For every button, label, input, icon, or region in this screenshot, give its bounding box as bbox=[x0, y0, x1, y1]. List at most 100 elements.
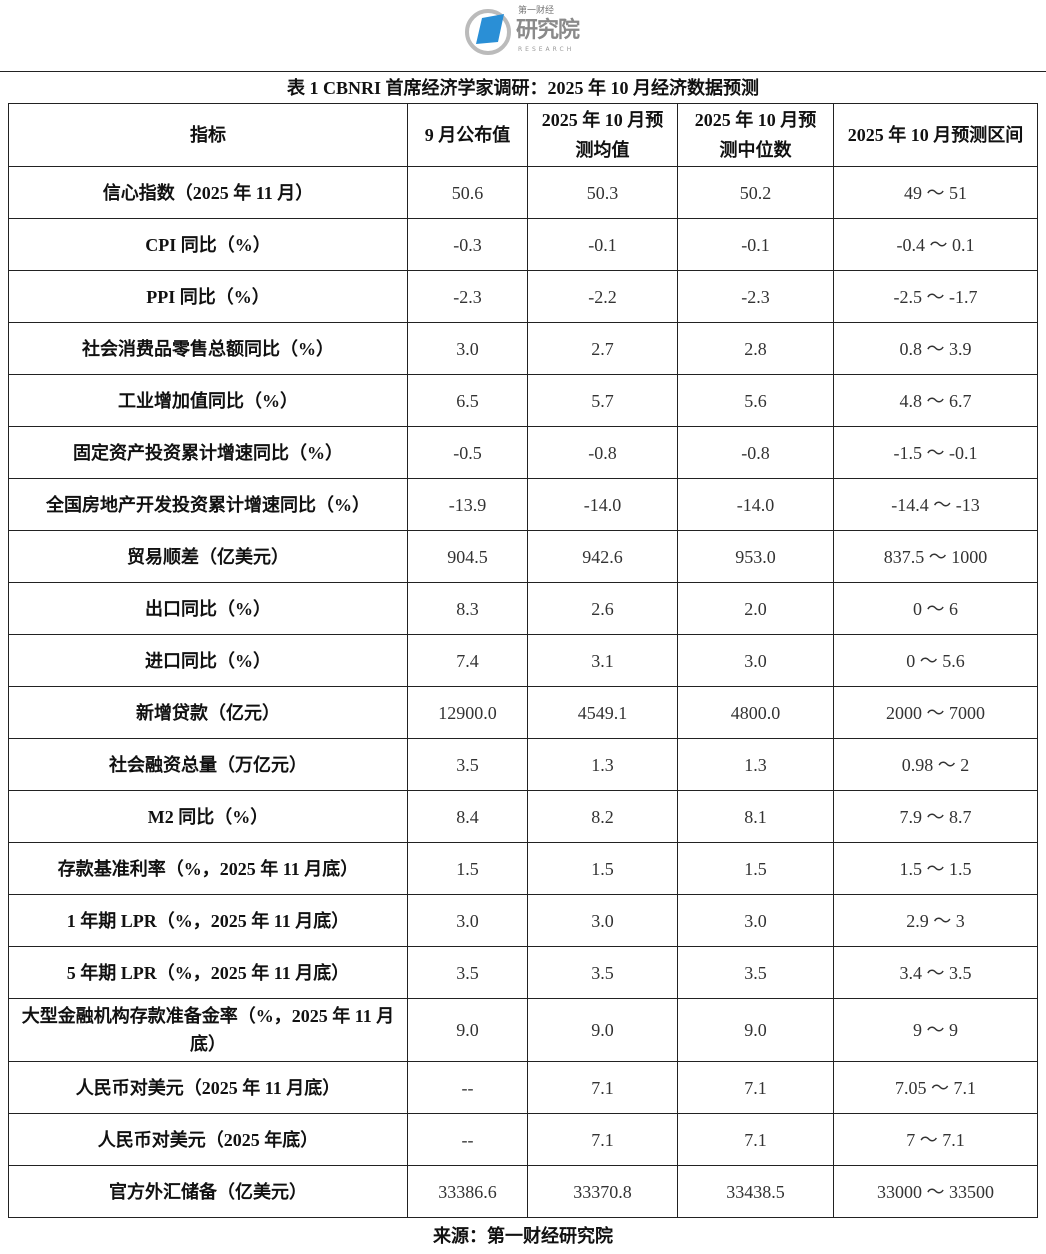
value-cell: 3.5 bbox=[677, 946, 834, 999]
value-cell: 9 ～ 9 bbox=[833, 998, 1038, 1062]
value-cell: 12900.0 bbox=[407, 686, 528, 739]
table-row: 人民币对美元（2025 年底） -- 7.1 7.1 7 ～ 7.1 bbox=[8, 1113, 1038, 1166]
column-header: 2025 年 10 月预测均值 bbox=[527, 103, 678, 167]
value-cell: 1.3 bbox=[527, 738, 678, 791]
value-cell: 3.0 bbox=[407, 894, 528, 947]
table-row: 贸易顺差（亿美元） 904.5 942.6 953.0 837.5 ～ 1000 bbox=[8, 530, 1038, 583]
value-cell: 8.1 bbox=[677, 790, 834, 843]
value-cell: 7.4 bbox=[407, 634, 528, 687]
value-cell: 8.3 bbox=[407, 582, 528, 635]
table-row: 固定资产投资累计增速同比（%） -0.5 -0.8 -0.8 -1.5 ～ -0.1 bbox=[8, 426, 1038, 479]
value-cell: 3.0 bbox=[677, 894, 834, 947]
value-cell: 0 ～ 6 bbox=[833, 582, 1038, 635]
logo: 第一财经 研究院 RESEARCH bbox=[464, 6, 594, 58]
value-cell: 0.98 ～ 2 bbox=[833, 738, 1038, 791]
column-header: 指标 bbox=[8, 103, 408, 167]
value-cell: 3.4 ～ 3.5 bbox=[833, 946, 1038, 999]
indicator-cell: 存款基准利率（%，2025 年 11 月底） bbox=[8, 842, 408, 895]
value-cell: 7.05 ～ 7.1 bbox=[833, 1061, 1038, 1114]
value-cell: -0.4 ～ 0.1 bbox=[833, 218, 1038, 271]
logo-sub-text: RESEARCH bbox=[518, 46, 575, 53]
indicator-cell: 固定资产投资累计增速同比（%） bbox=[8, 426, 408, 479]
table-row: 新增贷款（亿元） 12900.0 4549.1 4800.0 2000 ～ 7000 bbox=[8, 686, 1038, 739]
table-row: PPI 同比（%） -2.3 -2.2 -2.3 -2.5 ～ -1.7 bbox=[8, 270, 1038, 323]
source-note: 来源：第一财经研究院 bbox=[433, 1226, 613, 1246]
indicator-cell: 新增贷款（亿元） bbox=[8, 686, 408, 739]
value-cell: 7.1 bbox=[677, 1113, 834, 1166]
value-cell: 7 ～ 7.1 bbox=[833, 1113, 1038, 1166]
value-cell: 5.7 bbox=[527, 374, 678, 427]
value-cell: -- bbox=[407, 1113, 528, 1166]
value-cell: 904.5 bbox=[407, 530, 528, 583]
indicator-cell: M2 同比（%） bbox=[8, 790, 408, 843]
value-cell: 2.6 bbox=[527, 582, 678, 635]
value-cell: 50.6 bbox=[407, 166, 528, 219]
indicator-cell: 进口同比（%） bbox=[8, 634, 408, 687]
value-cell: 3.0 bbox=[527, 894, 678, 947]
value-cell: 1.5 bbox=[677, 842, 834, 895]
indicator-cell: 社会消费品零售总额同比（%） bbox=[8, 322, 408, 375]
value-cell: 7.1 bbox=[677, 1061, 834, 1114]
indicator-cell: 社会融资总量（万亿元） bbox=[8, 738, 408, 791]
table-row: CPI 同比（%） -0.3 -0.1 -0.1 -0.4 ～ 0.1 bbox=[8, 218, 1038, 271]
table-row: 进口同比（%） 7.4 3.1 3.0 0 ～ 5.6 bbox=[8, 634, 1038, 687]
value-cell: -14.4 ～ -13 bbox=[833, 478, 1038, 531]
value-cell: 2.8 bbox=[677, 322, 834, 375]
table-row: 信心指数（2025 年 11 月） 50.6 50.3 50.2 49 ～ 51 bbox=[8, 166, 1038, 219]
value-cell: 3.0 bbox=[677, 634, 834, 687]
value-cell: -0.8 bbox=[677, 426, 834, 479]
value-cell: 4.8 ～ 6.7 bbox=[833, 374, 1038, 427]
value-cell: 50.3 bbox=[527, 166, 678, 219]
column-header: 2025 年 10 月预测区间 bbox=[833, 103, 1038, 167]
logo-small-text: 第一财经 bbox=[518, 6, 555, 16]
value-cell: 50.2 bbox=[677, 166, 834, 219]
value-cell: 6.5 bbox=[407, 374, 528, 427]
value-cell: 2000 ～ 7000 bbox=[833, 686, 1038, 739]
value-cell: 7.1 bbox=[527, 1061, 678, 1114]
value-cell: 4549.1 bbox=[527, 686, 678, 739]
value-cell: 953.0 bbox=[677, 530, 834, 583]
value-cell: 33370.8 bbox=[527, 1165, 678, 1218]
value-cell: 8.4 bbox=[407, 790, 528, 843]
indicator-cell: CPI 同比（%） bbox=[8, 218, 408, 271]
value-cell: -13.9 bbox=[407, 478, 528, 531]
indicator-cell: 大型金融机构存款准备金率（%，2025 年 11 月底） bbox=[8, 998, 408, 1062]
value-cell: 3.1 bbox=[527, 634, 678, 687]
value-cell: -0.8 bbox=[527, 426, 678, 479]
table-header-row: 指标 9 月公布值 2025 年 10 月预测均值 2025 年 10 月预测中位数 2… bbox=[8, 103, 1038, 167]
forecast-table: 指标 9 月公布值 2025 年 10 月预测均值 2025 年 10 月预测中位数 2… bbox=[8, 103, 1038, 1218]
value-cell: -- bbox=[407, 1061, 528, 1114]
divider bbox=[0, 71, 1046, 72]
value-cell: 3.5 bbox=[527, 946, 678, 999]
indicator-cell: 5 年期 LPR（%，2025 年 11 月底） bbox=[8, 946, 408, 999]
value-cell: 3.5 bbox=[407, 738, 528, 791]
table-row: M2 同比（%） 8.4 8.2 8.1 7.9 ～ 8.7 bbox=[8, 790, 1038, 843]
value-cell: 3.5 bbox=[407, 946, 528, 999]
value-cell: -2.5 ～ -1.7 bbox=[833, 270, 1038, 323]
value-cell: -0.3 bbox=[407, 218, 528, 271]
value-cell: 942.6 bbox=[527, 530, 678, 583]
value-cell: 9.0 bbox=[407, 998, 528, 1062]
value-cell: -2.2 bbox=[527, 270, 678, 323]
value-cell: 2.0 bbox=[677, 582, 834, 635]
value-cell: 837.5 ～ 1000 bbox=[833, 530, 1038, 583]
table-row: 人民币对美元（2025 年 11 月底） -- 7.1 7.1 7.05 ～ 7.1 bbox=[8, 1061, 1038, 1114]
column-header: 9 月公布值 bbox=[407, 103, 528, 167]
table-row: 存款基准利率（%，2025 年 11 月底） 1.5 1.5 1.5 1.5 ～ 1.5 bbox=[8, 842, 1038, 895]
value-cell: 3.0 bbox=[407, 322, 528, 375]
table-row: 大型金融机构存款准备金率（%，2025 年 11 月底） 9.0 9.0 9.0 9 ～… bbox=[8, 998, 1038, 1062]
table-row: 全国房地产开发投资累计增速同比（%） -13.9 -14.0 -14.0 -14.4 ～… bbox=[8, 478, 1038, 531]
indicator-cell: 工业增加值同比（%） bbox=[8, 374, 408, 427]
value-cell: 1.3 bbox=[677, 738, 834, 791]
table-row: 5 年期 LPR（%，2025 年 11 月底） 3.5 3.5 3.5 3.4 ～ 3… bbox=[8, 946, 1038, 999]
indicator-cell: 贸易顺差（亿美元） bbox=[8, 530, 408, 583]
column-header: 2025 年 10 月预测中位数 bbox=[677, 103, 834, 167]
value-cell: 4800.0 bbox=[677, 686, 834, 739]
value-cell: 7.9 ～ 8.7 bbox=[833, 790, 1038, 843]
value-cell: -0.1 bbox=[527, 218, 678, 271]
indicator-cell: 人民币对美元（2025 年底） bbox=[8, 1113, 408, 1166]
value-cell: 9.0 bbox=[677, 998, 834, 1062]
value-cell: 2.7 bbox=[527, 322, 678, 375]
table-row: 社会融资总量（万亿元） 3.5 1.3 1.3 0.98 ～ 2 bbox=[8, 738, 1038, 791]
value-cell: 49 ～ 51 bbox=[833, 166, 1038, 219]
